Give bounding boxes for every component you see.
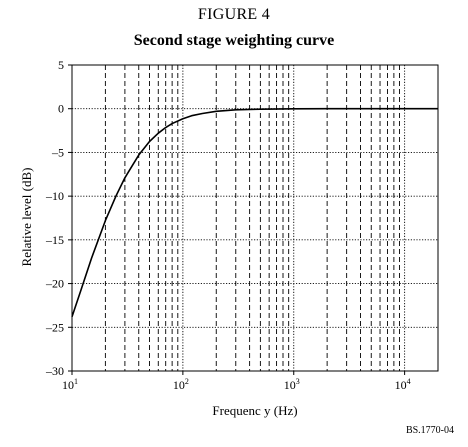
- y-tick-label: –5: [51, 145, 64, 159]
- plot-area: [72, 65, 438, 371]
- plot-frame: [71, 64, 439, 372]
- y-tick-label: –30: [45, 364, 64, 378]
- y-tick-label: –25: [45, 320, 64, 334]
- x-axis-label: Frequenc y (Hz): [212, 403, 298, 418]
- x-tick-label: 102: [173, 377, 189, 392]
- figure-code: BS.1770-04: [405, 425, 454, 436]
- x-tick-label: 103: [284, 377, 300, 392]
- y-tick-label: –20: [45, 277, 64, 291]
- grid: [72, 65, 438, 371]
- y-tick-label: 0: [58, 102, 64, 116]
- x-axis-ticks: 101 102 103 104: [62, 371, 411, 392]
- y-axis-ticks: 5 0 –5 –10 –15 –20 –25 –30: [45, 58, 72, 378]
- series-layer: [71, 107, 438, 318]
- figure-label: FIGURE 4: [197, 6, 271, 23]
- series-line: [71, 107, 438, 318]
- x-tick-label: 104: [395, 377, 411, 392]
- chart-title: Second stage weighting curve: [133, 32, 335, 49]
- x-tick-label: 101: [62, 377, 78, 392]
- y-tick-label: –15: [45, 233, 64, 247]
- y-tick-label: 5: [58, 58, 64, 72]
- y-tick-label: –10: [45, 189, 64, 203]
- y-axis-label: Relative level (dB): [19, 167, 34, 267]
